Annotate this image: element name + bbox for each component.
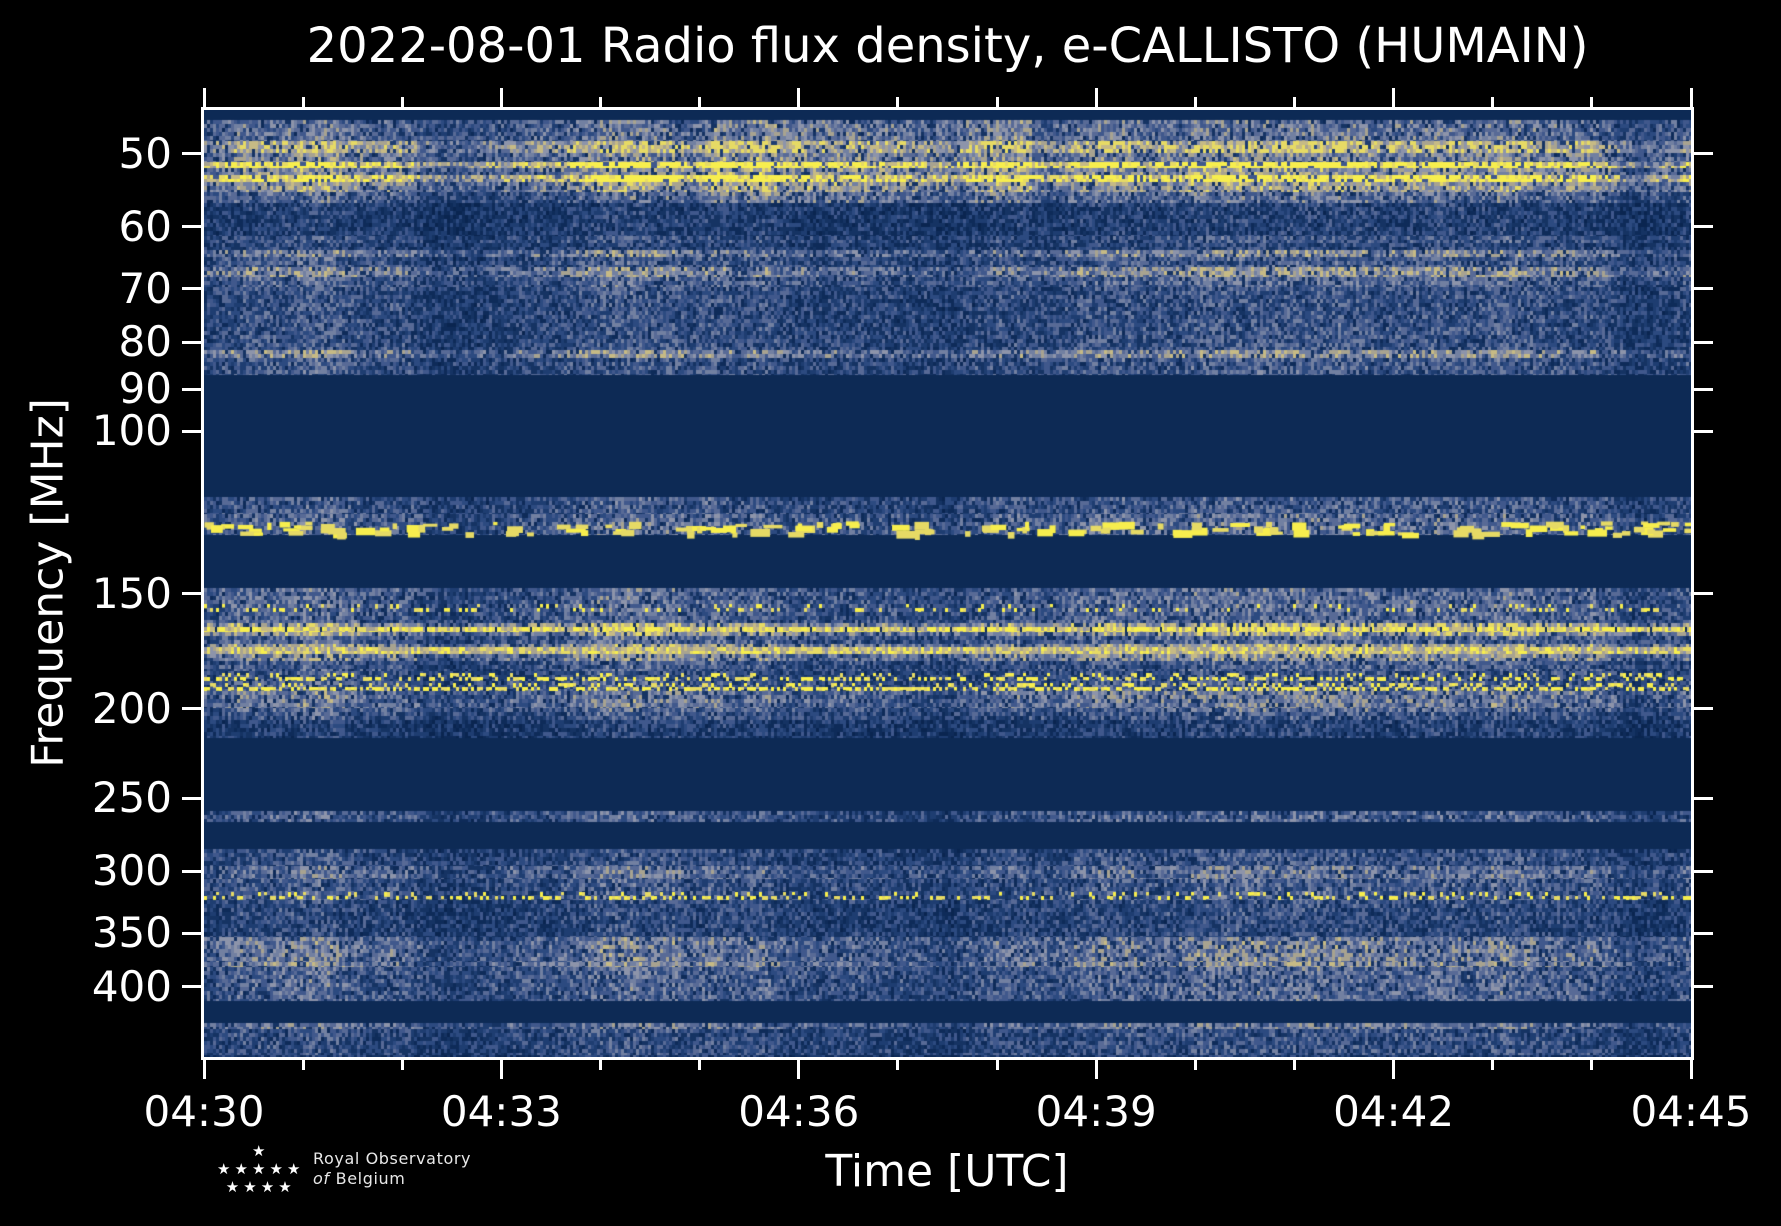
y-tick-major-right: [1694, 225, 1713, 229]
x-tick-minor: [995, 1060, 999, 1070]
x-tick-minor-top: [599, 97, 603, 107]
star-icon: ★: [252, 1142, 266, 1160]
x-tick-minor-top: [1193, 97, 1197, 107]
x-tick-minor: [1193, 1060, 1197, 1070]
x-tick-minor-top: [1292, 97, 1296, 107]
x-tick-major-top: [797, 88, 801, 107]
x-tick-major-top: [202, 88, 206, 107]
y-tick-major: [182, 931, 201, 935]
y-tick-label: 400: [91, 961, 172, 1011]
star-icon: ★: [252, 1160, 266, 1178]
star-icon: ★: [243, 1178, 257, 1196]
x-tick-minor-top: [301, 97, 305, 107]
y-tick-major-right: [1694, 287, 1713, 291]
y-tick-major: [182, 340, 201, 344]
y-axis-label: Frequency [MHz]: [22, 398, 74, 768]
y-tick-major: [182, 707, 201, 711]
x-tick-minor: [599, 1060, 603, 1070]
x-tick-label: 04:33: [440, 1087, 562, 1136]
y-tick-major-right: [1694, 931, 1713, 935]
y-tick-major: [182, 985, 201, 988]
x-tick-label: 04:30: [143, 1087, 265, 1136]
y-tick-major: [182, 225, 201, 229]
y-tick-label: 70: [118, 263, 172, 313]
y-tick-major: [182, 869, 201, 873]
spectrogram-canvas: [204, 110, 1691, 1057]
y-tick-major-right: [1694, 340, 1713, 344]
x-tick-major-top: [1094, 88, 1098, 107]
y-tick-label: 100: [91, 406, 172, 456]
x-tick-label: 04:45: [1630, 1087, 1752, 1136]
y-tick-major-right: [1694, 985, 1713, 988]
x-tick-label: 04:42: [1333, 1087, 1455, 1136]
star-icon: ★: [234, 1160, 248, 1178]
x-tick-label: 04:39: [1035, 1087, 1157, 1136]
x-tick-minor: [400, 1060, 404, 1070]
y-tick-label: 350: [91, 908, 172, 958]
y-tick-major-right: [1694, 869, 1713, 873]
logo-text-belgium: Belgium: [335, 1169, 406, 1188]
page-title: 2022-08-01 Radio flux density, e-CALLIST…: [306, 18, 1589, 74]
y-tick-major: [182, 387, 201, 391]
x-tick-major-top: [499, 88, 503, 107]
x-tick-label: 04:36: [738, 1087, 860, 1136]
y-tick-major-right: [1694, 429, 1713, 433]
logo-text-line2: of Belgium: [313, 1170, 405, 1188]
x-tick-major-top: [1392, 88, 1396, 107]
y-tick-label: 50: [118, 128, 172, 178]
y-tick-label: 90: [118, 364, 172, 414]
plot-area: [201, 107, 1694, 1060]
y-tick-major: [182, 429, 201, 433]
x-tick-minor-top: [698, 97, 702, 107]
y-tick-label: 60: [118, 201, 172, 251]
x-tick-minor-top: [1590, 97, 1594, 107]
y-tick-label: 300: [91, 846, 172, 896]
x-tick-minor-top: [1491, 97, 1495, 107]
x-tick-major: [1094, 1060, 1098, 1079]
star-icon: ★: [225, 1178, 240, 1196]
y-tick-major-right: [1694, 707, 1713, 711]
star-icon: ★: [278, 1178, 292, 1196]
y-tick-label: 80: [118, 317, 172, 367]
x-tick-major: [1689, 1060, 1693, 1079]
y-tick-label: 200: [91, 683, 172, 733]
x-tick-minor: [896, 1060, 900, 1070]
logo-text-line1: Royal Observatory: [313, 1149, 472, 1168]
x-tick-major: [797, 1060, 801, 1079]
x-tick-minor-top: [400, 97, 404, 107]
x-tick-major: [1392, 1060, 1396, 1079]
x-tick-major-top: [1689, 88, 1693, 107]
logo-text-of: of: [313, 1169, 330, 1188]
y-tick-major-right: [1694, 387, 1713, 391]
observatory-logo: ★ ★ ★ ★ ★ ★ ★ ★ ★ ★ Royal Observatory of Belgium: [212, 1144, 532, 1214]
y-tick-major-right: [1694, 592, 1713, 596]
y-tick-major-right: [1694, 152, 1713, 156]
star-icon: ★: [287, 1160, 301, 1178]
star-icon: ★: [269, 1160, 283, 1178]
x-tick-minor: [698, 1060, 702, 1070]
y-tick-major: [182, 152, 201, 156]
y-tick-label: 150: [91, 568, 172, 618]
x-tick-minor: [1292, 1060, 1296, 1070]
y-tick-label: 250: [91, 773, 172, 823]
x-tick-minor: [1590, 1060, 1594, 1070]
x-tick-minor: [301, 1060, 305, 1070]
star-icon: ★: [217, 1160, 231, 1178]
x-tick-minor-top: [896, 97, 900, 107]
x-tick-minor-top: [995, 97, 999, 107]
y-tick-major-right: [1694, 796, 1713, 800]
y-tick-major: [182, 592, 201, 596]
y-tick-major: [182, 287, 201, 291]
x-axis-label: Time [UTC]: [825, 1146, 1069, 1197]
x-tick-major: [202, 1060, 206, 1079]
star-icon: ★: [260, 1178, 275, 1196]
x-tick-major: [499, 1060, 503, 1079]
x-tick-minor: [1491, 1060, 1495, 1070]
y-tick-major: [182, 796, 201, 800]
